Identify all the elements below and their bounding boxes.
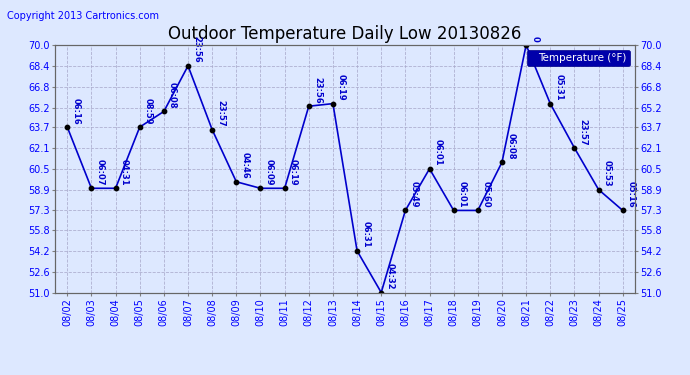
Point [497,159,508,165]
Point [424,166,435,172]
Text: 08:59: 08:59 [144,98,153,124]
Point [230,179,241,185]
Text: 04:32: 04:32 [386,263,395,290]
Text: 06:07: 06:07 [96,159,105,186]
Point [182,63,193,69]
Text: 04:31: 04:31 [120,159,129,186]
Text: 06:09: 06:09 [265,159,274,186]
Text: 06:16: 06:16 [72,98,81,124]
Text: 23:56: 23:56 [313,77,322,104]
Text: 06:08: 06:08 [506,133,515,159]
Legend: Temperature (°F): Temperature (°F) [526,50,629,66]
Point [134,124,145,130]
Text: 05:31: 05:31 [555,74,564,101]
Text: 0: 0 [531,36,540,42]
Text: 05:16: 05:16 [627,181,636,208]
Text: 23:57: 23:57 [579,118,588,145]
Point [375,290,386,296]
Text: 06:31: 06:31 [362,221,371,248]
Point [207,127,218,133]
Text: 05:53: 05:53 [603,160,612,187]
Text: 05:60: 05:60 [482,181,491,208]
Point [159,108,170,114]
Text: Copyright 2013 Cartronics.com: Copyright 2013 Cartronics.com [7,11,159,21]
Text: 03:49: 03:49 [410,181,419,208]
Text: 06:08: 06:08 [168,82,177,109]
Text: 23:56: 23:56 [193,36,201,63]
Text: 23:57: 23:57 [217,100,226,127]
Text: 06:19: 06:19 [337,74,346,101]
Point [86,185,97,191]
Point [327,100,338,106]
Point [62,124,73,130]
Point [303,103,314,109]
Point [110,185,121,191]
Point [569,145,580,151]
Text: 04:46: 04:46 [241,152,250,179]
Point [617,207,628,213]
Point [472,207,483,213]
Point [448,207,460,213]
Text: 06:19: 06:19 [289,159,298,186]
Point [255,185,266,191]
Point [520,42,531,48]
Point [593,187,604,193]
Point [400,207,411,213]
Text: 06:01: 06:01 [458,181,467,208]
Point [545,100,556,106]
Point [351,248,363,254]
Point [279,185,290,191]
Title: Outdoor Temperature Daily Low 20130826: Outdoor Temperature Daily Low 20130826 [168,26,522,44]
Text: 06:01: 06:01 [434,140,443,166]
